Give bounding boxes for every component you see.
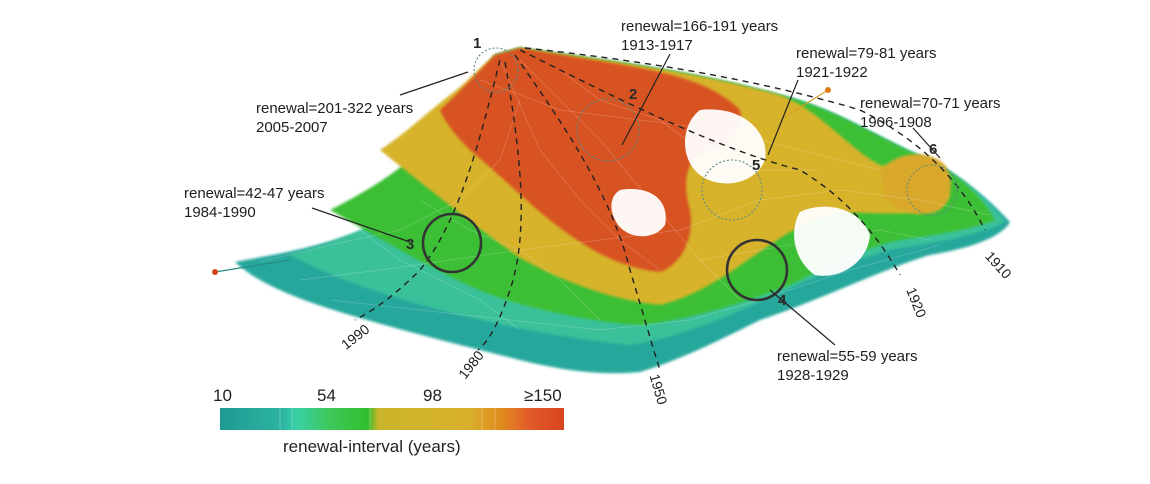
annotation-6: renewal=70-71 years 1906-1908	[860, 94, 1001, 132]
annotation-2-years: 1913-1917	[621, 37, 693, 54]
marker-1: 1	[473, 35, 482, 52]
year-contour-lines	[354, 47, 986, 371]
network-cluster-6-region	[880, 154, 951, 215]
network-gap-c	[611, 189, 666, 237]
highlight-circles-bold	[421, 212, 789, 302]
left-outlier-node	[212, 269, 218, 275]
annotation-1-years: 2005-2007	[256, 119, 328, 136]
annotation-1-renewal: renewal=201-322 years	[256, 100, 414, 117]
network-gap-b	[794, 206, 870, 276]
annotation-4: renewal=55-59 years 1928-1929	[777, 347, 918, 385]
annotation-2-renewal: renewal=166-191 years	[621, 18, 779, 35]
contour-1950	[514, 54, 661, 371]
contour-1920	[519, 49, 901, 276]
marker-5: 5	[752, 157, 761, 174]
annotation-6-years: 1906-1908	[860, 114, 932, 131]
leader-3	[311, 207, 411, 243]
marker-4: 4	[778, 292, 787, 309]
network-gap-a	[685, 109, 766, 184]
contour-1980	[477, 61, 522, 351]
network-mesh-texture	[259, 59, 991, 331]
leader-lines	[311, 53, 941, 346]
left-tendril	[214, 259, 291, 273]
circle-4	[725, 238, 789, 302]
leader-6	[912, 127, 941, 159]
circle-6	[906, 164, 958, 216]
contour-1990	[354, 59, 501, 321]
marker-6: 6	[929, 141, 938, 158]
colorbar-title: renewal-interval (years)	[283, 437, 461, 456]
annotation-1: renewal=201-322 years 2005-2007	[256, 99, 413, 137]
right-outlier-node	[825, 87, 831, 93]
leader-1	[399, 71, 469, 96]
marker-2: 2	[629, 86, 638, 103]
colorbar-tick-54: 54	[317, 386, 336, 405]
marker-3: 3	[406, 236, 415, 253]
annotation-4-renewal: renewal=55-59 years	[777, 348, 918, 365]
contour-1910	[524, 47, 986, 231]
right-tendril	[779, 89, 829, 121]
annotation-5-renewal: renewal=79-81 years	[796, 45, 937, 62]
leader-4	[769, 289, 836, 346]
annotation-2: renewal=166-191 years 1913-1917	[621, 17, 778, 55]
annotation-3-years: 1984-1990	[184, 204, 256, 221]
circle-1	[473, 47, 519, 93]
annotation-3-renewal: renewal=42-47 years	[184, 185, 325, 202]
circle-3	[421, 212, 483, 274]
annotation-6-renewal: renewal=70-71 years	[860, 95, 1001, 112]
annotation-5: renewal=79-81 years 1921-1922	[796, 44, 937, 82]
highlight-circles	[473, 47, 958, 221]
colorbar-tick-150: ≥150	[524, 386, 562, 405]
annotation-4-years: 1928-1929	[777, 367, 849, 384]
annotation-5-years: 1921-1922	[796, 64, 868, 81]
circle-2	[576, 98, 640, 162]
colorbar-tick-98: 98	[423, 386, 442, 405]
leader-2	[621, 53, 671, 146]
colorbar	[220, 408, 564, 430]
circle-5	[701, 159, 763, 221]
colorbar-tick-10: 10	[213, 386, 232, 405]
leader-5	[767, 79, 799, 156]
annotation-3: renewal=42-47 years 1984-1990	[184, 184, 325, 222]
